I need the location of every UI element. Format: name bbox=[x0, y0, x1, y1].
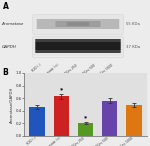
Bar bbox=[102, 101, 117, 136]
Bar bbox=[78, 123, 93, 136]
Y-axis label: Aromatase/GAPDH: Aromatase/GAPDH bbox=[10, 86, 14, 123]
Text: B: B bbox=[2, 68, 8, 77]
Text: OOns 1000: OOns 1000 bbox=[98, 64, 114, 77]
Bar bbox=[54, 96, 69, 136]
Text: GAPDH: GAPDH bbox=[2, 45, 16, 49]
Bar bbox=[33, 36, 123, 57]
Bar bbox=[29, 107, 45, 136]
Text: 55 KDa: 55 KDa bbox=[126, 22, 140, 26]
Text: *: * bbox=[84, 115, 87, 120]
Text: OOns 500: OOns 500 bbox=[82, 64, 96, 76]
Text: A: A bbox=[3, 2, 9, 11]
Text: camosate (+): camosate (+) bbox=[41, 64, 60, 79]
Text: OOns 250: OOns 250 bbox=[64, 64, 78, 76]
Text: 37 KDa: 37 KDa bbox=[126, 45, 140, 49]
Text: *: * bbox=[60, 87, 63, 92]
Bar bbox=[126, 105, 142, 136]
Text: Aromatase: Aromatase bbox=[2, 22, 24, 26]
Bar bbox=[33, 15, 123, 34]
Text: H2O (-): H2O (-) bbox=[31, 64, 42, 73]
